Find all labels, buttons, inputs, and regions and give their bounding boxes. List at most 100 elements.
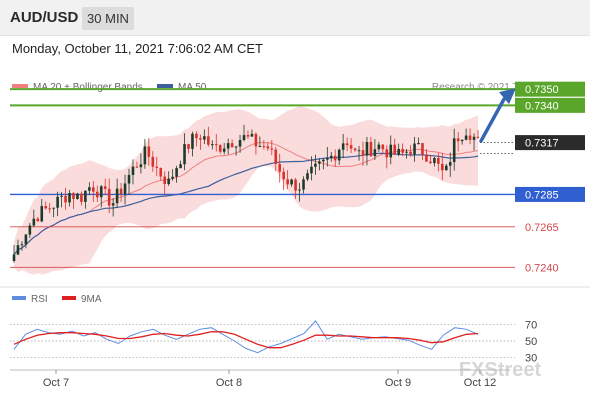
rsi-tick-label: 50 [525,336,537,348]
candle-body [318,161,321,164]
legend-swatch [12,84,28,88]
candle-body [238,140,242,147]
timeframe-button[interactable]: 30 MIN [82,7,134,30]
candle-body [163,176,167,185]
candle-body [437,157,440,164]
candle-body [460,139,464,142]
candle-body [123,183,127,195]
candle-body [28,225,32,235]
candle-body [99,186,103,198]
candle-body [20,244,24,246]
candle-body [349,145,353,149]
candle-body [103,186,107,189]
x-tick-label: Oct 7 [43,377,69,389]
candle-body [389,144,393,158]
bollinger-band [14,106,478,275]
candle-body [429,161,432,164]
top-bar: AUD/USD 30 MIN [0,0,590,36]
candle-body [72,192,75,199]
x-tick-label: Oct 8 [216,377,242,389]
candle-body [24,234,28,245]
candle-body [274,149,278,164]
candle-body [306,173,309,180]
candle-body [48,208,51,210]
candle-body [222,148,226,152]
candle-body [425,154,428,162]
candle-body [417,143,420,145]
candle-body [95,191,99,198]
candle-body [329,155,333,158]
candle-body [68,192,71,203]
candle-body [353,148,357,151]
forecast-arrowhead [499,88,516,105]
legend-label: MA 20 + Bollinger Bands [33,82,143,93]
candle-body [333,155,337,161]
candle-body [401,148,404,153]
candle-body [254,133,258,147]
x-tick-label: Oct 9 [385,377,411,389]
legend-label: MA 50 [178,82,207,93]
candle-body [139,164,143,168]
candle-body [60,195,63,197]
legend-swatch [157,84,173,88]
candle-body [179,164,182,169]
resistance-label: 0.7350 [525,84,559,96]
candle-body [111,203,115,206]
candle-body [56,196,59,208]
candle-body [448,162,452,166]
candle-body [88,187,91,191]
candle-body [381,144,385,150]
candle-body [64,195,67,203]
rsi-tick-label: 30 [525,353,537,365]
candle-body [262,146,266,148]
candle-body [135,166,139,168]
candle-body [298,189,301,191]
candle-body [131,166,135,175]
candle-body [167,178,170,185]
candle-body [183,144,186,165]
candle-body [246,135,250,137]
candle-body [322,159,325,162]
candle-body [84,190,87,202]
candle-body [286,179,289,185]
candle-body [373,149,377,157]
candle-body [369,142,373,157]
candle-body [441,163,444,171]
candle-body [345,143,349,146]
candle-body [151,156,155,167]
rsi-legend-label: RSI [31,294,48,305]
candle-body [393,144,397,155]
candle-body [242,135,246,141]
chart-datetime: Monday, October 11, 2021 7:06:02 AM CET [12,41,263,56]
candle-body [357,150,361,152]
pivot-label: 0.7285 [525,189,559,201]
candle-body [282,171,285,180]
candle-body [16,245,20,255]
candle-body [433,157,436,164]
candle-body [464,135,468,140]
credit-text: Research © 2021 Trading Central [432,82,581,93]
candle-body [171,176,174,179]
candle-body [365,142,369,156]
candle-body [325,157,329,160]
candle-body [218,145,222,152]
candle-body [361,150,365,156]
candle-body [143,146,147,165]
candle-body [258,146,262,148]
candle-body [155,166,159,169]
candle-body [226,143,230,149]
candle-body [107,188,111,206]
candle-body [385,149,389,158]
candle-body [76,193,79,199]
candle-body [456,138,460,142]
candle-body [452,138,456,163]
candle-body [80,193,83,202]
ma20-line [13,141,479,255]
last-price-label: 0.7317 [525,138,559,150]
candle-body [92,187,95,192]
candle-body [191,133,194,149]
candle-body [294,179,297,191]
candle-body [230,143,234,148]
candle-body [159,168,163,177]
